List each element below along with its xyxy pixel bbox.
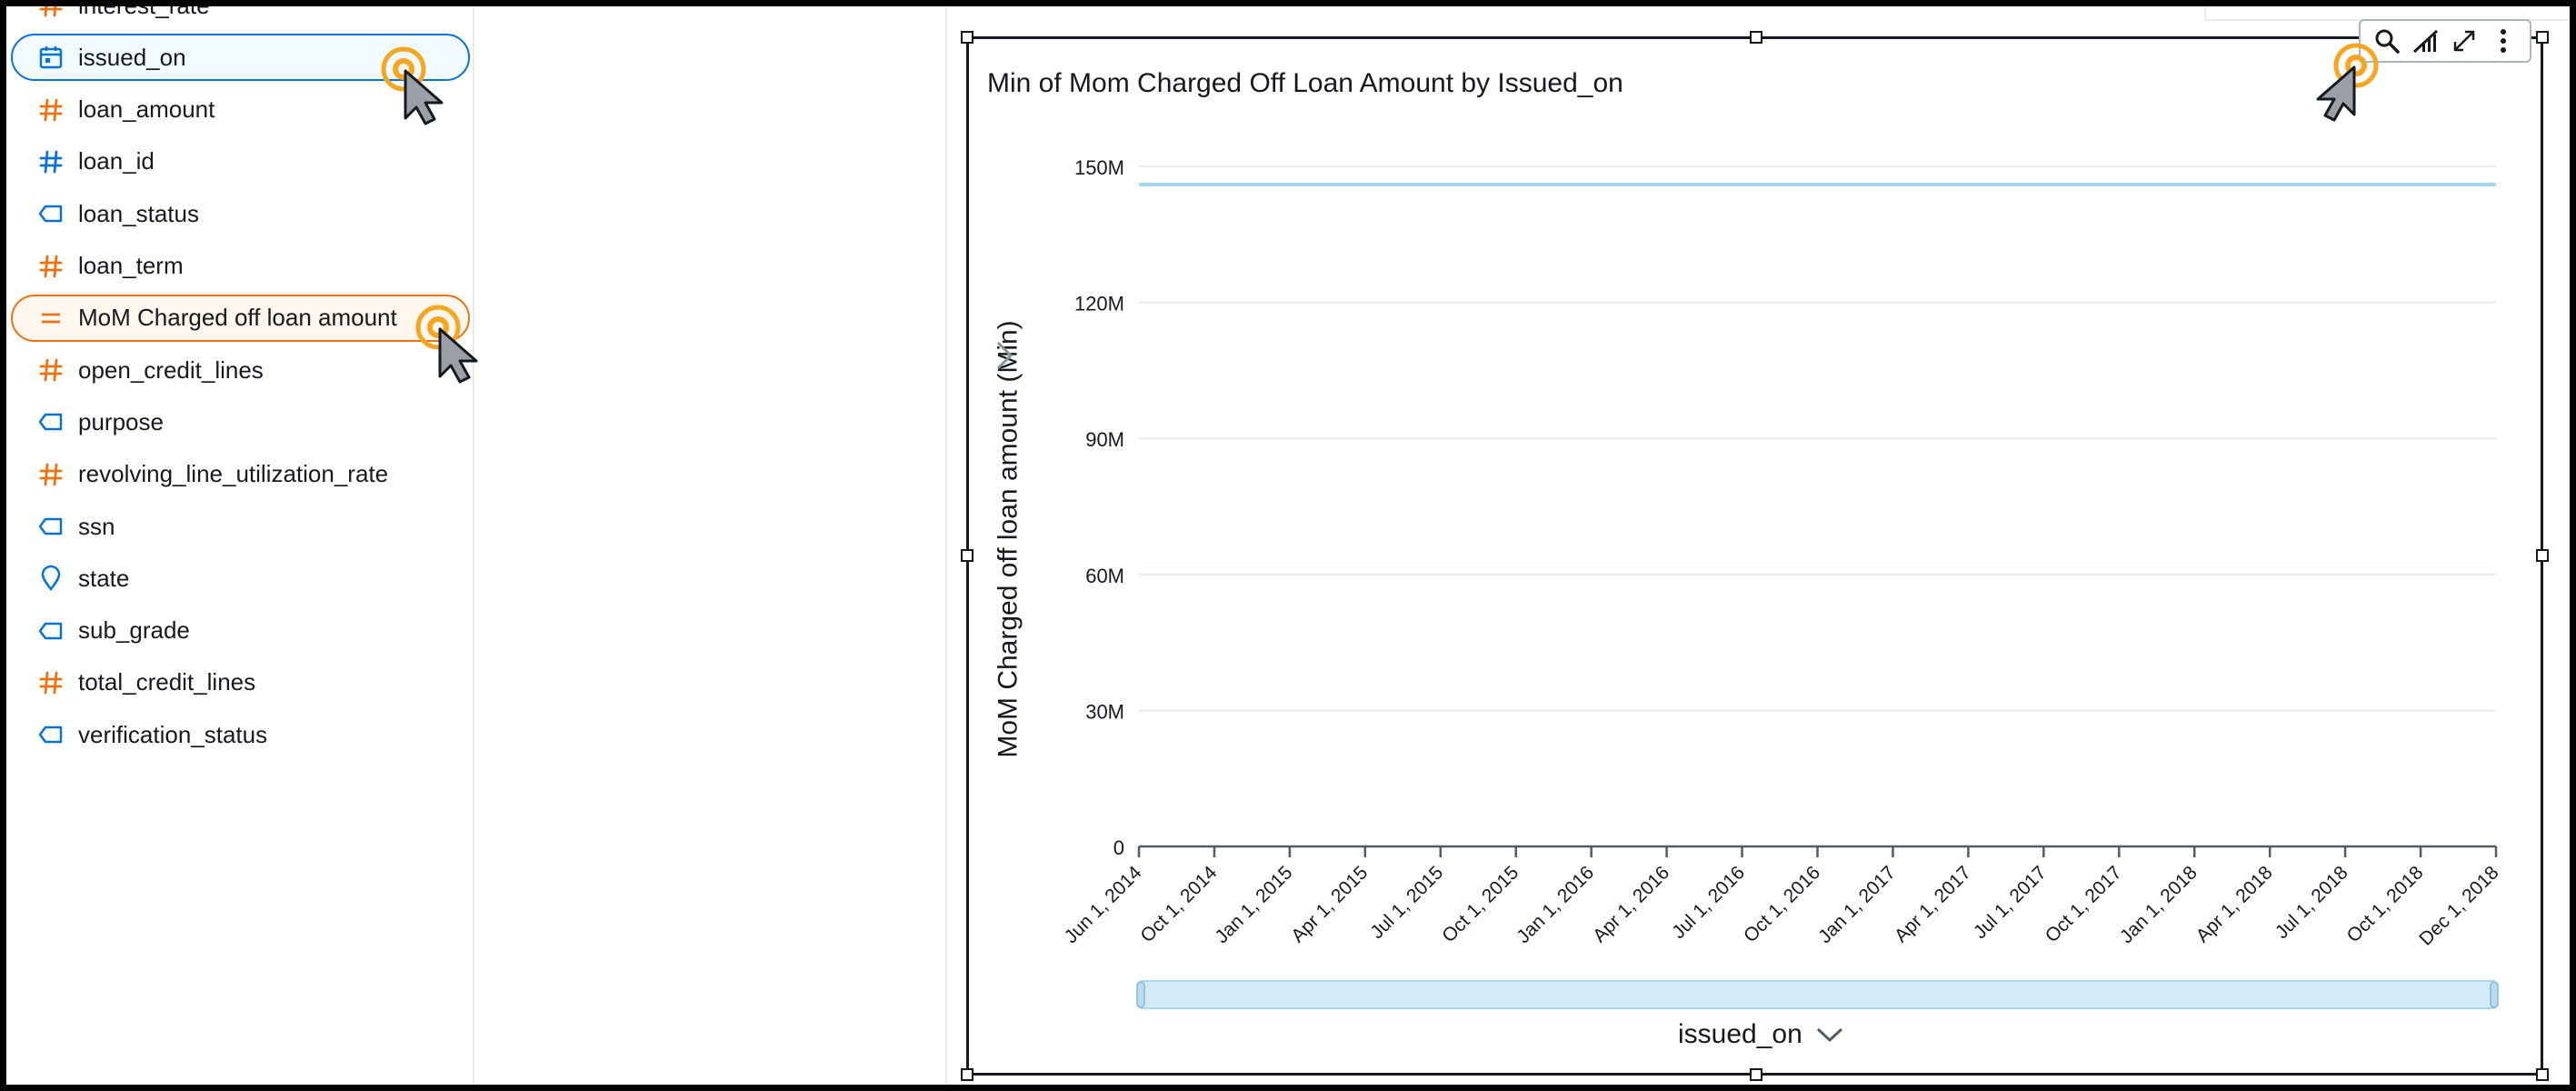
x-tick-label: Jan 1, 2015 <box>1212 862 1297 947</box>
field-label: revolving_line_utilization_rate <box>78 460 389 488</box>
x-tick-label: Jul 1, 2015 <box>1366 862 1447 943</box>
x-tick-label: Jan 1, 2017 <box>1814 862 1900 947</box>
field-label: interest_rate <box>78 0 210 19</box>
field-label: purpose <box>78 407 164 435</box>
field-item[interactable]: ssn <box>11 503 470 550</box>
x-tick-label: Jan 1, 2016 <box>1513 862 1598 947</box>
field-item[interactable]: total_credit_lines <box>11 659 470 706</box>
field-item[interactable]: loan_amount <box>11 86 470 134</box>
x-tick-label: Apr 1, 2015 <box>1287 862 1372 946</box>
field-label: sub_grade <box>78 616 190 645</box>
x-tick-label: Jul 1, 2017 <box>1970 862 2051 943</box>
x-axis-title[interactable]: issued_on <box>1678 1019 1844 1050</box>
hash-icon <box>36 668 65 697</box>
field-list-panel: interest_rate issued_on loan_amount loan_id… <box>6 0 474 1085</box>
hash-icon <box>36 252 65 281</box>
hash-icon <box>36 460 65 489</box>
x-tick-label: Oct 1, 2014 <box>1136 862 1221 946</box>
tag-icon <box>36 720 65 749</box>
range-scrollbar[interactable] <box>1138 980 2497 1009</box>
resize-handle-bottom-right[interactable] <box>2536 1068 2549 1081</box>
y-tick-label: 90M <box>1085 428 1124 451</box>
field-item[interactable]: loan_id <box>11 138 470 185</box>
field-label: total_credit_lines <box>78 668 256 696</box>
chevron-down-icon[interactable] <box>1815 1026 1844 1044</box>
field-item[interactable]: verification_status <box>11 711 470 758</box>
field-item[interactable]: interest_rate <box>11 0 470 29</box>
field-item[interactable]: open_credit_lines <box>11 346 470 394</box>
more-icon[interactable] <box>2488 25 2519 56</box>
resize-handle-top-middle[interactable] <box>1750 31 1762 44</box>
equals-icon <box>36 304 65 333</box>
chevron-right-icon[interactable] <box>991 339 1018 372</box>
resize-handle-middle-left[interactable] <box>961 549 973 562</box>
y-tick-label: 30M <box>1085 700 1124 723</box>
x-tick-label: Apr 1, 2017 <box>1891 862 1975 946</box>
empty-canvas-area <box>474 6 947 1085</box>
x-tick-label: Oct 1, 2016 <box>1740 862 1824 946</box>
visual-toolbar <box>2359 19 2531 63</box>
x-tick-label: Jul 1, 2018 <box>2271 862 2352 943</box>
x-tick-label: Jul 1, 2016 <box>1668 862 1749 943</box>
cursor-pointer-icon <box>415 305 478 384</box>
field-label: open_credit_lines <box>78 355 264 384</box>
field-label: verification_status <box>78 720 268 748</box>
field-item[interactable]: sub_grade <box>11 607 470 655</box>
x-tick-label: Oct 1, 2018 <box>2343 862 2428 946</box>
scrollbar-handle-right[interactable] <box>2490 981 2499 1008</box>
tag-icon <box>36 616 65 646</box>
y-tick-label: 0 <box>1113 836 1124 859</box>
cursor-pointer-icon <box>2316 43 2379 122</box>
cursor-pointer-icon <box>381 46 444 125</box>
x-tick-label: Oct 1, 2015 <box>1438 862 1523 946</box>
x-tick-label: Jan 1, 2018 <box>2116 862 2202 947</box>
hash-icon <box>36 147 65 176</box>
field-item[interactable]: revolving_line_utilization_rate <box>11 451 470 498</box>
field-label: loan_id <box>78 147 155 175</box>
calendar-icon <box>36 43 65 72</box>
field-label: MoM Charged off loan amount <box>78 304 397 332</box>
y-tick-label: 120M <box>1074 293 1124 315</box>
hash-icon <box>36 95 65 125</box>
line-chart-visual[interactable]: Min of Mom Charged Off Loan Amount by Is… <box>961 19 2549 1081</box>
y-axis-title: MoM Charged off loan amount (Min) <box>993 320 1023 758</box>
field-label: loan_amount <box>78 95 215 124</box>
x-tick-label: Dec 1, 2018 <box>2415 862 2502 949</box>
x-tick-label: Oct 1, 2017 <box>2042 862 2126 946</box>
resize-handle-top-left[interactable] <box>961 31 973 44</box>
field-item[interactable]: state <box>11 555 470 602</box>
map-pin-icon <box>36 564 65 593</box>
hash-icon <box>36 0 65 20</box>
y-tick-label: 60M <box>1085 565 1124 587</box>
scrollbar-handle-left[interactable] <box>1136 981 1145 1008</box>
resize-handle-bottom-left[interactable] <box>961 1068 973 1081</box>
resize-handle-middle-right[interactable] <box>2536 549 2549 562</box>
x-tick-label: Apr 1, 2016 <box>1589 862 1673 946</box>
x-tick-label: Jun 1, 2014 <box>1061 862 1146 947</box>
field-item[interactable]: issued_on <box>11 34 470 82</box>
resize-handle-top-right[interactable] <box>2536 31 2549 44</box>
field-item[interactable]: loan_status <box>11 190 470 237</box>
expand-icon[interactable] <box>2449 25 2480 56</box>
chart-type-icon[interactable] <box>2411 25 2441 56</box>
field-label: loan_status <box>78 199 199 227</box>
field-label: issued_on <box>78 43 186 71</box>
tag-icon <box>36 199 65 228</box>
field-item[interactable]: purpose <box>11 398 470 445</box>
resize-handle-bottom-middle[interactable] <box>1750 1068 1762 1081</box>
tag-icon <box>36 407 65 436</box>
field-label: state <box>78 564 130 592</box>
hash-icon <box>36 355 65 385</box>
search-icon[interactable] <box>2371 25 2402 56</box>
y-tick-label: 150M <box>1074 156 1124 179</box>
visual-title: Min of Mom Charged Off Loan Amount by Is… <box>987 68 1623 98</box>
field-label: loan_term <box>78 252 184 279</box>
field-label: ssn <box>78 512 115 540</box>
field-item[interactable]: loan_term <box>11 243 470 290</box>
tag-icon <box>36 512 65 541</box>
field-item[interactable]: MoM Charged off loan amount <box>11 294 470 342</box>
x-tick-label: Apr 1, 2018 <box>2192 862 2277 946</box>
